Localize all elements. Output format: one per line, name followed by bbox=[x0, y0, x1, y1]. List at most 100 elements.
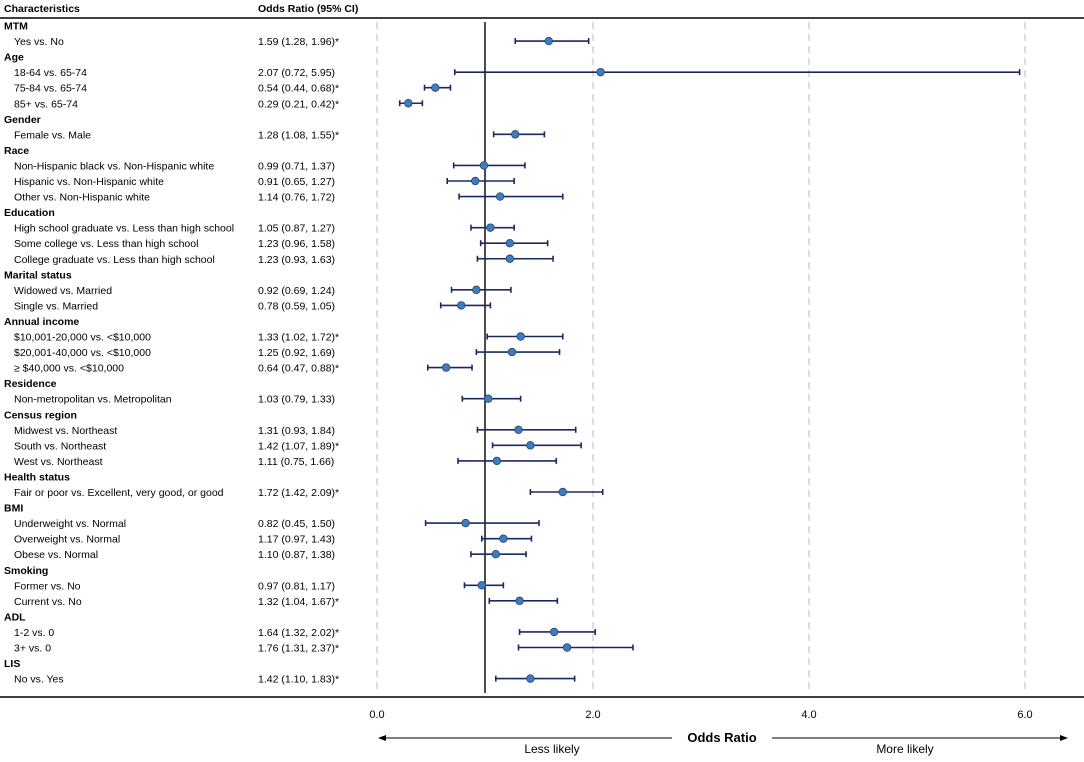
row-label: ≥ $40,000 vs. <$10,000 bbox=[14, 363, 124, 375]
row-label: Female vs. Male bbox=[14, 129, 91, 141]
table-row: Overweight vs. Normal 1.17 (0.97, 1.43) bbox=[14, 534, 533, 546]
x-tick-label: 6.0 bbox=[1017, 709, 1032, 721]
row-label: Midwest vs. Northeast bbox=[14, 425, 117, 437]
table-row: 85+ vs. 65-74 0.29 (0.21, 0.42)* bbox=[14, 98, 424, 110]
table-rows: MTM Yes vs. No 1.59 (1.28, 1.96)* Age 18-64 … bbox=[4, 21, 1021, 686]
table-row: 18-64 vs. 65-74 2.07 (0.72, 5.95) bbox=[14, 67, 1021, 79]
point-estimate bbox=[526, 441, 535, 450]
row-odds-ratio: 1.23 (0.96, 1.58) bbox=[258, 238, 335, 250]
table-row: $10,001-20,000 vs. <$10,000 1.33 (1.02, 1… bbox=[14, 332, 564, 344]
row-label: Other vs. Non-Hispanic white bbox=[14, 192, 150, 204]
row-odds-ratio: 0.78 (0.59, 1.05) bbox=[258, 300, 335, 312]
table-row: No vs. Yes 1.42 (1.10, 1.83)* bbox=[14, 674, 576, 686]
table-row: Obese vs. Normal 1.10 (0.87, 1.38) bbox=[14, 549, 527, 561]
column-header-characteristics: Characteristics bbox=[4, 3, 80, 15]
row-odds-ratio: 1.10 (0.87, 1.38) bbox=[258, 549, 335, 561]
row-odds-ratio: 1.14 (0.76, 1.72) bbox=[258, 192, 335, 204]
row-label: West vs. Northeast bbox=[14, 456, 103, 468]
row-odds-ratio: 1.59 (1.28, 1.96)* bbox=[258, 36, 339, 48]
row-odds-ratio: 0.97 (0.81, 1.17) bbox=[258, 580, 335, 592]
row-label: South vs. Northeast bbox=[14, 440, 106, 452]
row-odds-ratio: 0.54 (0.44, 0.68)* bbox=[258, 83, 339, 95]
row-label: Hispanic vs. Non-Hispanic white bbox=[14, 176, 164, 188]
group-header: Marital status bbox=[4, 269, 72, 281]
point-estimate bbox=[479, 161, 489, 170]
table-row: Non-Hispanic black vs. Non-Hispanic whit… bbox=[14, 160, 526, 172]
point-estimate bbox=[505, 254, 515, 263]
row-odds-ratio: 1.28 (1.08, 1.55)* bbox=[258, 129, 339, 141]
direction-annotation: Odds Ratio Less likely More likely bbox=[378, 730, 1068, 756]
point-estimate bbox=[516, 332, 525, 341]
row-odds-ratio: 1.25 (0.92, 1.69) bbox=[258, 347, 335, 359]
row-label: 75-84 vs. 65-74 bbox=[14, 83, 87, 95]
table-row: South vs. Northeast 1.42 (1.07, 1.89)* bbox=[14, 440, 582, 452]
table-row: Widowed vs. Married 0.92 (0.69, 1.24) bbox=[14, 285, 512, 297]
group-header: Annual income bbox=[4, 316, 79, 328]
table-row: 1-2 vs. 0 1.64 (1.32, 2.02)* bbox=[14, 627, 596, 639]
x-tick-label: 2.0 bbox=[585, 709, 600, 721]
group-header: Age bbox=[4, 52, 24, 64]
row-label: Single vs. Married bbox=[14, 300, 98, 312]
column-header-odds-ratio: Odds Ratio (95% CI) bbox=[258, 3, 358, 15]
table-row: 75-84 vs. 65-74 0.54 (0.44, 0.68)* bbox=[14, 83, 452, 95]
point-estimate bbox=[505, 238, 515, 248]
row-odds-ratio: 1.31 (0.93, 1.84) bbox=[258, 425, 335, 437]
row-label: High school graduate vs. Less than high … bbox=[14, 223, 234, 235]
row-label: $10,001-20,000 vs. <$10,000 bbox=[14, 332, 151, 344]
table-row: Non-metropolitan vs. Metropolitan 1.03 (0… bbox=[14, 394, 522, 406]
point-estimate bbox=[484, 394, 493, 403]
point-estimate bbox=[495, 192, 505, 201]
group-header: Health status bbox=[4, 471, 70, 483]
point-estimate bbox=[404, 99, 413, 108]
table-row: Midwest vs. Northeast 1.31 (0.93, 1.84) bbox=[14, 425, 577, 437]
point-estimate bbox=[492, 456, 502, 466]
row-odds-ratio: 1.33 (1.02, 1.72)* bbox=[258, 332, 339, 344]
group-header: Smoking bbox=[4, 565, 48, 577]
row-label: 85+ vs. 65-74 bbox=[14, 98, 78, 110]
row-odds-ratio: 1.32 (1.04, 1.67)* bbox=[258, 596, 339, 608]
row-odds-ratio: 0.91 (0.65, 1.27) bbox=[258, 176, 335, 188]
table-row: 3+ vs. 0 1.76 (1.31, 2.37)* bbox=[14, 643, 634, 655]
table-row: High school graduate vs. Less than high … bbox=[14, 223, 515, 235]
row-label: 18-64 vs. 65-74 bbox=[14, 67, 87, 79]
point-estimate bbox=[461, 518, 470, 528]
point-estimate bbox=[515, 596, 524, 606]
row-label: Underweight vs. Normal bbox=[14, 518, 126, 530]
point-estimate bbox=[472, 285, 481, 295]
row-odds-ratio: 0.29 (0.21, 0.42)* bbox=[258, 98, 339, 110]
left-arrow-head bbox=[378, 735, 386, 741]
row-odds-ratio: 2.07 (0.72, 5.95) bbox=[258, 67, 335, 79]
row-odds-ratio: 1.05 (0.87, 1.27) bbox=[258, 223, 335, 235]
row-label: $20,001-40,000 vs. <$10,000 bbox=[14, 347, 151, 359]
table-row: $20,001-40,000 vs. <$10,000 1.25 (0.92, 1… bbox=[14, 347, 561, 359]
group-header: Education bbox=[4, 207, 55, 219]
group-header: LIS bbox=[4, 658, 20, 670]
right-arrow-head bbox=[1060, 735, 1068, 741]
row-odds-ratio: 1.17 (0.97, 1.43) bbox=[258, 534, 335, 546]
point-estimate bbox=[491, 550, 500, 559]
point-estimate bbox=[562, 643, 572, 652]
row-label: College graduate vs. Less than high scho… bbox=[14, 254, 215, 266]
row-label: Fair or poor vs. Excellent, very good, o… bbox=[14, 487, 224, 499]
table-row: Current vs. No 1.32 (1.04, 1.67)* bbox=[14, 596, 559, 608]
row-label: Overweight vs. Normal bbox=[14, 534, 120, 546]
row-odds-ratio: 0.64 (0.47, 0.88)* bbox=[258, 363, 339, 375]
point-estimate bbox=[558, 487, 567, 497]
more-likely-label: More likely bbox=[876, 742, 933, 756]
table-row: Former vs. No 0.97 (0.81, 1.17) bbox=[14, 580, 505, 592]
point-estimate bbox=[549, 627, 559, 637]
row-label: Some college vs. Less than high school bbox=[14, 238, 198, 250]
table-row: Hispanic vs. Non-Hispanic white 0.91 (0.6… bbox=[14, 176, 515, 188]
point-estimate bbox=[596, 67, 605, 77]
row-odds-ratio: 0.82 (0.45, 1.50) bbox=[258, 518, 335, 530]
x-tick-label: 4.0 bbox=[801, 709, 816, 721]
row-odds-ratio: 0.99 (0.71, 1.37) bbox=[258, 160, 335, 172]
row-label: Non-Hispanic black vs. Non-Hispanic whit… bbox=[14, 160, 214, 172]
table-row: Underweight vs. Normal 0.82 (0.45, 1.50) bbox=[14, 518, 540, 530]
table-row: Some college vs. Less than high school 1.… bbox=[14, 238, 549, 250]
x-axis-label: Odds Ratio bbox=[687, 730, 756, 745]
group-header: BMI bbox=[4, 503, 23, 515]
group-header: Residence bbox=[4, 378, 57, 390]
row-label: Widowed vs. Married bbox=[14, 285, 112, 297]
